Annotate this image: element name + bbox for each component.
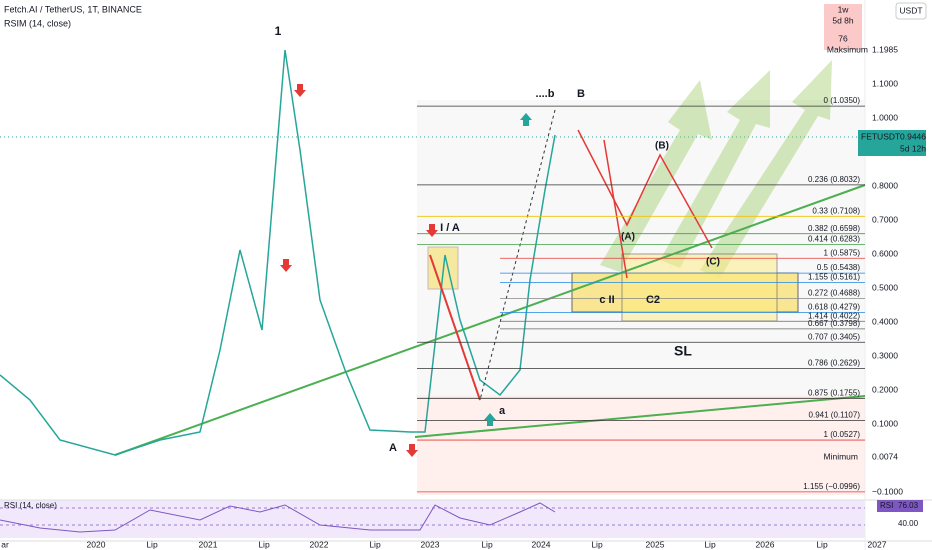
time-label: 2026 bbox=[756, 539, 775, 549]
price-badge bbox=[858, 130, 926, 156]
symbol-title: Fetch.AI / TetherUS, 1T, BINANCE bbox=[4, 4, 142, 14]
annotation: c II bbox=[599, 294, 614, 306]
fib-label: 0.667 (0.3798) bbox=[808, 319, 860, 328]
price-label: 0.2000 bbox=[872, 384, 898, 394]
fib-label: 0.5 (0.5438) bbox=[817, 263, 860, 272]
annotation: (C) bbox=[706, 257, 720, 268]
time-label: Lip bbox=[369, 539, 381, 549]
min-label: Minimum bbox=[824, 451, 858, 461]
annotation: ....b bbox=[536, 88, 555, 100]
price-series bbox=[0, 49, 556, 456]
signal-arrow bbox=[294, 84, 306, 97]
wave-line bbox=[429, 254, 481, 401]
fib-label: 0.382 (0.6598) bbox=[808, 224, 860, 233]
annotation: B bbox=[577, 88, 585, 100]
rsi-value: 76.03 bbox=[898, 501, 919, 510]
time-label: ar bbox=[1, 539, 9, 549]
rsi-label: RSI bbox=[880, 501, 893, 510]
fib-label: 0.707 (0.3405) bbox=[808, 332, 860, 341]
price-label: 0.6000 bbox=[872, 248, 898, 258]
time-label: Lip bbox=[816, 539, 828, 549]
max-label: Maksimum bbox=[827, 44, 868, 54]
currency: USDT bbox=[899, 5, 922, 15]
time-label: Lip bbox=[481, 539, 493, 549]
time-label: Lip bbox=[591, 539, 603, 549]
annotation: a bbox=[499, 405, 506, 417]
fib-label: 1.155 (−0.0996) bbox=[803, 482, 860, 491]
price-label: 0.7000 bbox=[872, 214, 898, 224]
time-label: 2021 bbox=[199, 539, 218, 549]
min-value: 0.0074 bbox=[872, 451, 898, 461]
signal-arrow bbox=[484, 413, 496, 426]
rsi-title: RSI (14, close) bbox=[4, 501, 57, 510]
annotation: I / A bbox=[440, 222, 460, 234]
price-label: −0.1000 bbox=[872, 486, 903, 496]
time-label: 2020 bbox=[87, 539, 106, 549]
countdown-text: 1w bbox=[838, 4, 850, 14]
signal-arrow bbox=[280, 259, 292, 272]
annotation: A bbox=[389, 442, 397, 454]
badge-time: 5d 12h bbox=[900, 143, 926, 153]
annotation: 1 bbox=[275, 24, 282, 38]
wave-projection bbox=[577, 129, 713, 249]
fib-label: 0.786 (0.2629) bbox=[808, 359, 860, 368]
price-label: 0.8000 bbox=[872, 180, 898, 190]
fib-label: 0.236 (0.8032) bbox=[808, 175, 860, 184]
fib-label: 1 (0.0527) bbox=[824, 430, 861, 439]
signal-arrow bbox=[426, 224, 438, 237]
trend-line bbox=[414, 395, 866, 438]
fib-zone-low bbox=[417, 395, 865, 495]
time-label: 2024 bbox=[532, 539, 551, 549]
rsi-badge bbox=[877, 500, 923, 512]
rsi-level-label: 40.00 bbox=[898, 519, 919, 528]
signal-arrow bbox=[520, 113, 532, 126]
time-label: Lip bbox=[704, 539, 716, 549]
countdown-box bbox=[824, 4, 862, 50]
fib-label: 1 (0.5875) bbox=[824, 248, 861, 257]
time-label: 2022 bbox=[310, 539, 329, 549]
countdown-text: 5d 8h bbox=[832, 15, 854, 25]
fib-label: 0.875 (0.1755) bbox=[808, 388, 860, 397]
fib-label: 0.272 (0.4688) bbox=[808, 289, 860, 298]
indicator-title: RSIM (14, close) bbox=[4, 18, 71, 28]
price-label: 0.1000 bbox=[872, 418, 898, 428]
time-label: 2025 bbox=[646, 539, 665, 549]
max-value: 1.1985 bbox=[872, 44, 898, 54]
fib-label: 0.414 (0.6283) bbox=[808, 234, 860, 243]
fib-label: 0.618 (0.4279) bbox=[808, 303, 860, 312]
wave-projection bbox=[603, 139, 628, 279]
time-label: Lip bbox=[258, 539, 270, 549]
fib-label: 0.941 (0.1107) bbox=[809, 410, 861, 419]
currency-button[interactable] bbox=[895, 2, 927, 20]
rsi-pane bbox=[0, 500, 865, 538]
annotation: C2 bbox=[646, 294, 660, 306]
zone-box bbox=[427, 246, 459, 290]
countdown-text: 76 bbox=[838, 33, 848, 43]
badge-symbol: FETUSDT bbox=[861, 131, 900, 141]
price-label: 0.3000 bbox=[872, 350, 898, 360]
price-label: 1.0000 bbox=[872, 112, 898, 122]
fib-label: 1.155 (0.5161) bbox=[808, 273, 860, 282]
time-label: 2023 bbox=[421, 539, 440, 549]
fib-label: 1.414 (0.4022) bbox=[808, 311, 860, 320]
price-label: 0.5000 bbox=[872, 282, 898, 292]
price-label: 0.4000 bbox=[872, 316, 898, 326]
signal-arrow bbox=[406, 444, 418, 457]
time-label: 2027 bbox=[868, 539, 887, 549]
trend-line bbox=[114, 184, 866, 456]
fib-label: 0.33 (0.7108) bbox=[812, 206, 860, 215]
time-label: Lip bbox=[146, 539, 158, 549]
annotation: (A) bbox=[621, 232, 635, 243]
badge-price: 0.9446 bbox=[900, 131, 926, 141]
price-label: 1.1000 bbox=[872, 78, 898, 88]
annotation: SL bbox=[674, 343, 692, 359]
rsi-line bbox=[0, 502, 556, 533]
fib-label: 0 (1.0350) bbox=[824, 96, 861, 105]
zone-box bbox=[621, 253, 778, 322]
annotation: (B) bbox=[655, 141, 669, 152]
